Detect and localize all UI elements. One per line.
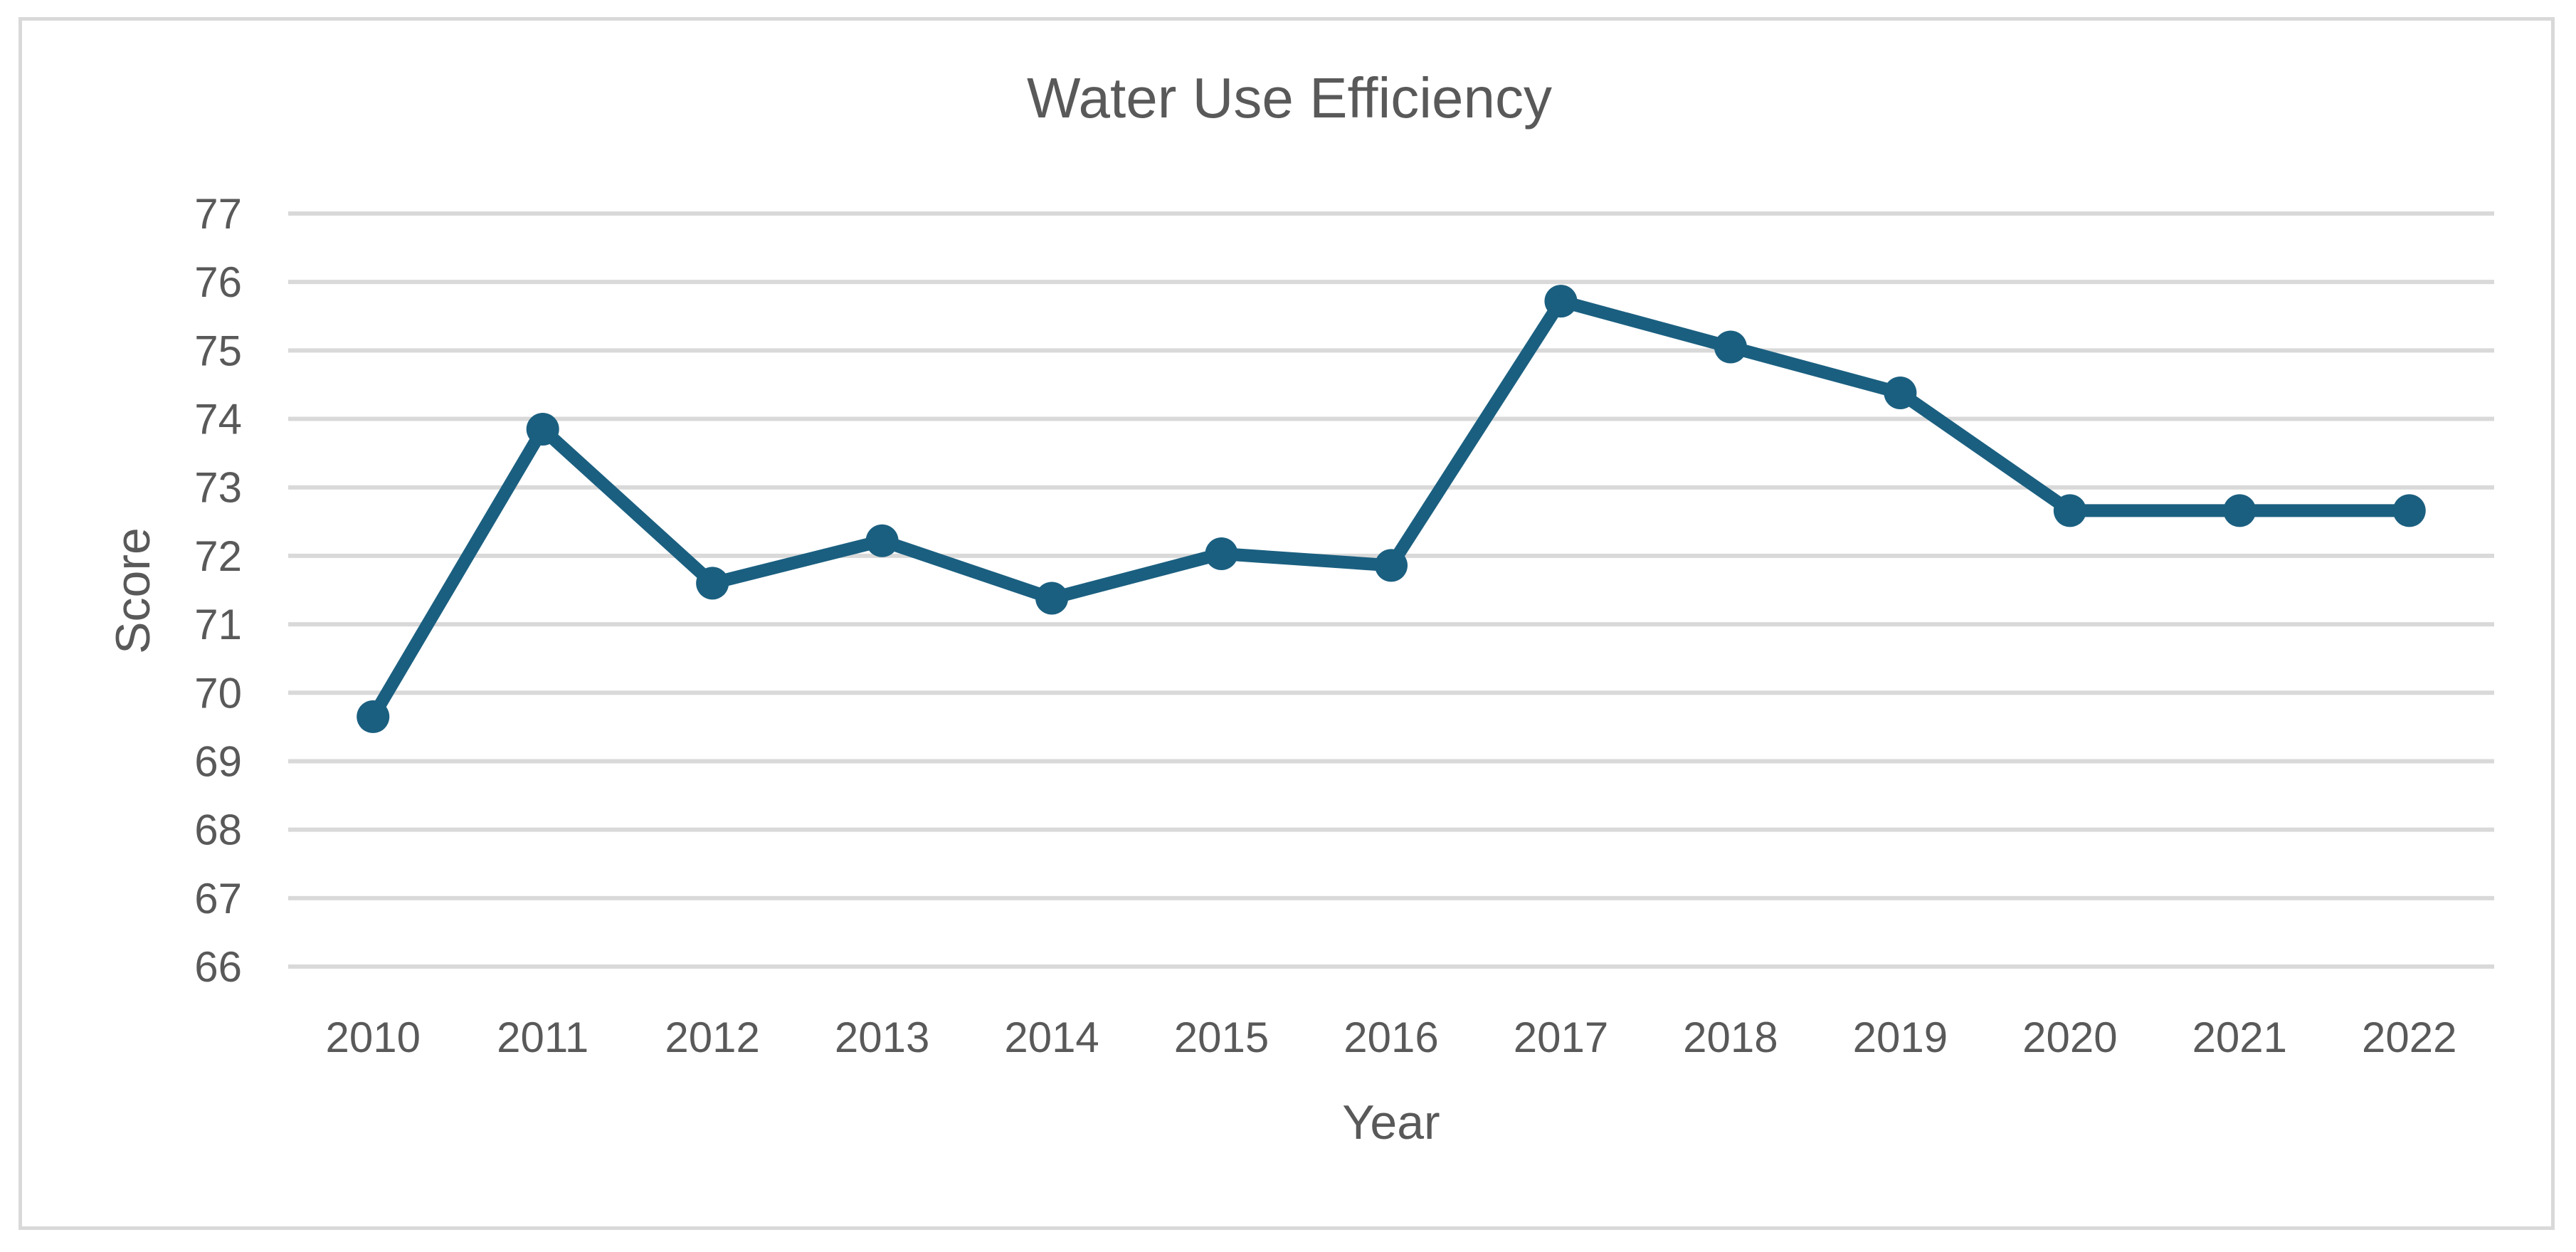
data-point-2020[interactable] bbox=[2053, 494, 2086, 527]
y-tick-label: 75 bbox=[194, 327, 242, 374]
x-tick-label: 2016 bbox=[1344, 1014, 1438, 1061]
data-point-2016[interactable] bbox=[1375, 549, 1408, 582]
data-point-2012[interactable] bbox=[696, 567, 729, 600]
x-tick-label: 2013 bbox=[835, 1014, 929, 1061]
data-point-2018[interactable] bbox=[1714, 330, 1747, 364]
data-point-2010[interactable] bbox=[357, 700, 390, 733]
y-tick-label: 72 bbox=[194, 532, 242, 580]
y-tick-label: 68 bbox=[194, 806, 242, 854]
y-tick-label: 69 bbox=[194, 737, 242, 785]
y-tick-label: 74 bbox=[194, 396, 242, 443]
data-point-2022[interactable] bbox=[2392, 494, 2426, 527]
series-score bbox=[357, 285, 2426, 733]
x-tick-label: 2019 bbox=[1853, 1014, 1948, 1061]
y-tick-label: 67 bbox=[194, 875, 242, 922]
x-tick-label: 2015 bbox=[1174, 1014, 1269, 1061]
chart-title: Water Use Efficiency bbox=[1027, 66, 1552, 130]
y-tick-label: 76 bbox=[194, 258, 242, 306]
data-point-2011[interactable] bbox=[526, 412, 559, 446]
x-tick-label: 2011 bbox=[497, 1014, 588, 1061]
x-tick-label: 2022 bbox=[2362, 1014, 2456, 1061]
x-tick-label: 2014 bbox=[1004, 1014, 1099, 1061]
y-tick-label: 70 bbox=[194, 669, 242, 717]
y-tick-label: 77 bbox=[194, 190, 242, 238]
data-point-2017[interactable] bbox=[1544, 285, 1578, 318]
data-point-2013[interactable] bbox=[865, 524, 899, 557]
y-tick-label: 71 bbox=[194, 601, 242, 648]
x-axis-title: Year bbox=[1342, 1095, 1440, 1150]
y-axis-ticks: 66 67 68 69 70 71 72 73 74 75 76 77 bbox=[194, 190, 242, 991]
x-tick-label: 2018 bbox=[1683, 1014, 1778, 1061]
x-tick-label: 2017 bbox=[1514, 1014, 1608, 1061]
x-tick-label: 2020 bbox=[2022, 1014, 2117, 1061]
data-point-2014[interactable] bbox=[1035, 582, 1069, 615]
data-point-2021[interactable] bbox=[2223, 494, 2256, 527]
x-tick-label: 2021 bbox=[2192, 1014, 2287, 1061]
data-point-2015[interactable] bbox=[1205, 537, 1238, 571]
y-tick-label: 73 bbox=[194, 464, 242, 512]
x-axis-ticks: 2010 2011 2012 2013 2014 2015 2016 2017 2018 2019… bbox=[325, 1014, 2456, 1061]
data-point-2019[interactable] bbox=[1884, 376, 1917, 409]
y-tick-label: 66 bbox=[194, 943, 242, 991]
y-axis-title: Score bbox=[106, 527, 160, 654]
x-tick-label: 2012 bbox=[665, 1014, 759, 1061]
x-tick-label: 2010 bbox=[325, 1014, 420, 1061]
series-line-0 bbox=[366, 295, 2416, 723]
gridlines bbox=[288, 211, 2494, 969]
